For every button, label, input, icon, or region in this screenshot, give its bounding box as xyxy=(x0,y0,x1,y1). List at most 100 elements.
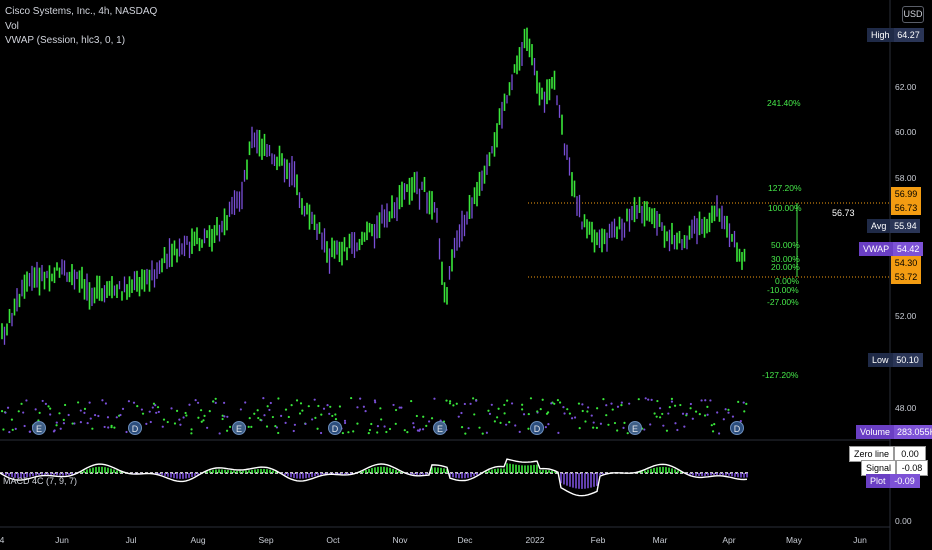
volume-dot xyxy=(503,412,506,415)
volume-dot xyxy=(299,402,303,405)
volume-dot xyxy=(522,413,526,416)
volume-dot xyxy=(670,400,674,403)
volume-dot xyxy=(421,428,425,431)
volume-dot xyxy=(700,399,703,402)
volume-dot xyxy=(55,421,58,424)
volume-dot xyxy=(334,418,338,421)
plot-tag: Plot -0.09 xyxy=(866,474,920,488)
volume-dot xyxy=(41,399,44,403)
volume-dot xyxy=(605,404,608,407)
volume-dot xyxy=(179,423,182,426)
volume-dot xyxy=(385,430,388,434)
volume-dot xyxy=(400,406,403,409)
dividend-icon[interactable]: D xyxy=(128,421,142,435)
volume-dot xyxy=(317,404,320,408)
currency-button[interactable]: USD xyxy=(902,6,924,23)
volume-dot xyxy=(148,410,151,413)
volume-dot xyxy=(190,432,193,435)
volume-dot xyxy=(380,418,383,421)
volume-dot xyxy=(676,428,679,432)
volume-dot xyxy=(28,430,32,433)
volume-dot xyxy=(301,409,304,412)
volume-dot xyxy=(452,404,455,407)
volume-dot xyxy=(364,409,367,413)
macd-series xyxy=(0,458,748,497)
dividend-icon[interactable]: D xyxy=(328,421,342,435)
volume-indicator-label[interactable]: Vol xyxy=(5,21,19,32)
volume-dot xyxy=(178,418,181,421)
fib-top-price-tag: 56.99 xyxy=(891,187,921,201)
volume-dot xyxy=(250,425,253,428)
time-tick: Feb xyxy=(590,535,606,545)
volume-dot xyxy=(274,425,277,428)
volume-dot xyxy=(596,407,599,410)
volume-dot xyxy=(485,431,488,434)
volume-dot xyxy=(49,413,52,416)
volume-dot xyxy=(496,416,499,419)
volume-dot xyxy=(683,425,686,428)
volume-dot xyxy=(581,403,584,406)
volume-dot xyxy=(398,406,401,409)
earnings-icon[interactable]: E xyxy=(32,421,46,435)
volume-dot xyxy=(493,420,496,423)
volume-dot xyxy=(422,415,425,418)
volume-dot xyxy=(202,419,205,422)
volume-dot xyxy=(190,428,193,431)
volume-dot xyxy=(743,410,746,413)
volume-dot xyxy=(694,410,698,413)
volume-dot xyxy=(206,426,209,429)
dividend-icon[interactable]: D xyxy=(530,421,544,435)
volume-dot xyxy=(376,425,380,428)
volume-dot xyxy=(280,414,283,417)
volume-dot xyxy=(488,412,492,416)
volume-dot xyxy=(83,407,87,410)
volume-dot xyxy=(566,408,569,411)
volume-dot xyxy=(89,417,92,420)
volume-dot xyxy=(157,410,160,414)
volume-dot xyxy=(394,422,397,425)
macd-indicator-label[interactable]: MACD 4C (7, 9, 7) xyxy=(3,476,78,486)
volume-dot xyxy=(570,417,574,420)
volume-dot xyxy=(717,432,721,435)
vwap-indicator-label[interactable]: VWAP (Session, hlc3, 0, 1) xyxy=(5,35,126,46)
volume-dot xyxy=(106,416,110,419)
volume-dot xyxy=(4,411,7,414)
volume-dot xyxy=(568,412,572,415)
volume-dot xyxy=(595,426,599,429)
volume-dot xyxy=(499,421,502,425)
earnings-icon[interactable]: E xyxy=(628,421,642,435)
fib-mid-price-tag: 56.73 xyxy=(891,201,921,215)
symbol-title[interactable]: Cisco Systems, Inc., 4h, NASDAQ xyxy=(5,6,158,17)
volume-dot xyxy=(487,409,490,412)
vwap-tag: VWAP 54.42 xyxy=(859,242,924,256)
volume-dot xyxy=(449,400,452,403)
volume-dot xyxy=(550,402,553,405)
volume-dot xyxy=(418,428,422,431)
volume-dot xyxy=(706,413,709,416)
volume-dot xyxy=(125,430,128,434)
volume-dot xyxy=(20,402,23,405)
volume-dot xyxy=(403,429,406,432)
volume-dot xyxy=(162,418,166,421)
volume-dot xyxy=(214,397,217,400)
volume-dot xyxy=(592,421,595,424)
dividend-icon[interactable]: D xyxy=(730,421,744,435)
volume-dot xyxy=(711,430,715,433)
volume-dot xyxy=(713,423,716,426)
volume-dot xyxy=(412,426,416,429)
volume-dot xyxy=(558,401,562,404)
volume-dot xyxy=(655,415,658,418)
volume-dot xyxy=(724,408,727,411)
volume-dot xyxy=(307,405,310,408)
volume-dot xyxy=(394,408,398,412)
volume-dot xyxy=(14,427,17,430)
volume-dot xyxy=(578,427,581,430)
zero-line-tag: Zero line 0.00 xyxy=(849,446,927,462)
volume-dot xyxy=(63,403,67,407)
earnings-icon[interactable]: E xyxy=(433,421,447,435)
volume-dot xyxy=(650,398,653,401)
earnings-icon[interactable]: E xyxy=(232,421,246,435)
volume-dot xyxy=(222,401,226,404)
volume-dot xyxy=(368,428,372,432)
